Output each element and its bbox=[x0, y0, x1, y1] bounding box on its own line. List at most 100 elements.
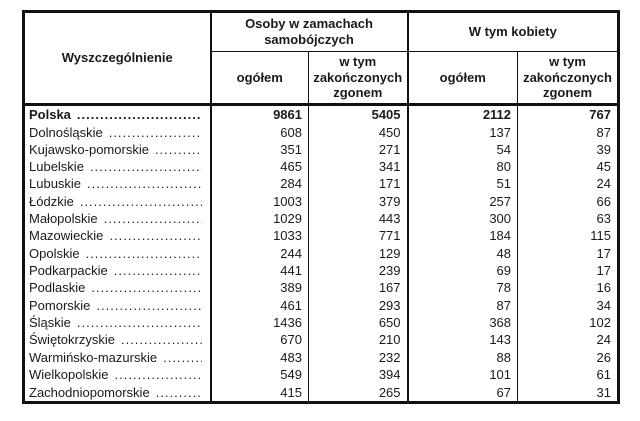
statistics-table: Wyszczególnienie Osoby w zamachach samob… bbox=[22, 10, 620, 404]
value-attempts-deaths: 293 bbox=[308, 296, 409, 314]
value-attempts-total: 1029 bbox=[210, 209, 309, 228]
region-label: Śląskie bbox=[29, 315, 71, 331]
value-attempts-total: 415 bbox=[210, 383, 309, 403]
value-attempts-deaths: 167 bbox=[308, 279, 409, 297]
value-attempts-total: 461 bbox=[210, 296, 309, 314]
region-cell: Warmińsko-mazurskie bbox=[23, 348, 212, 366]
region-cell: Podlaskie bbox=[23, 279, 212, 297]
table-row: Podkarpackie 441 239 69 17 bbox=[23, 261, 619, 280]
value-attempts-deaths: 210 bbox=[308, 331, 409, 349]
table-row: Podlaskie 389 167 78 16 bbox=[23, 279, 619, 297]
value-attempts-deaths: 171 bbox=[308, 175, 409, 193]
value-women-deaths: 31 bbox=[596, 384, 611, 400]
value-attempts-deaths: 341 bbox=[308, 158, 409, 176]
value-attempts-total: 244 bbox=[210, 244, 309, 262]
region-label: Mazowieckie bbox=[29, 228, 104, 244]
value-women-total: 137 bbox=[407, 123, 519, 141]
dot-leader bbox=[77, 315, 202, 330]
region-label: Małopolskie bbox=[29, 211, 98, 227]
value-women-deaths: 102 bbox=[589, 315, 611, 331]
value-women-deaths: 24 bbox=[596, 176, 611, 192]
column-group-suicide-attempts: Osoby w zamachach samobójczych bbox=[210, 11, 409, 52]
region-label: Warmińsko-mazurskie bbox=[29, 349, 158, 365]
table-row: Wielkopolskie 549 394 101 61 bbox=[23, 365, 619, 384]
group-header-row: Wyszczególnienie Osoby w zamachach samob… bbox=[23, 11, 619, 106]
value-women-total: 48 bbox=[407, 244, 519, 262]
value-attempts-total: 483 bbox=[210, 348, 309, 366]
value-attempts-deaths: 129 bbox=[308, 244, 409, 262]
value-attempts-total: 441 bbox=[210, 261, 309, 280]
region-label: Lubuskie bbox=[29, 176, 82, 192]
table-row: Warmińsko-mazurskie 483 232 88 26 bbox=[23, 348, 619, 366]
column-header-women-total: ogółem bbox=[407, 51, 519, 106]
value-women-deaths: 115 bbox=[590, 228, 611, 244]
table-row: Polska 9861 5405 2112 767 bbox=[23, 104, 619, 124]
value-women-total: 67 bbox=[407, 383, 519, 403]
value-attempts-deaths: 450 bbox=[308, 123, 409, 141]
value-attempts-total: 608 bbox=[210, 123, 309, 141]
value-women-deaths: 87 bbox=[596, 124, 611, 140]
dot-leader bbox=[155, 142, 202, 157]
dot-leader bbox=[90, 159, 202, 174]
value-attempts-total: 284 bbox=[210, 175, 309, 193]
value-attempts-total: 549 bbox=[210, 365, 309, 384]
region-cell: Lubelskie bbox=[23, 158, 212, 176]
region-label: Podlaskie bbox=[29, 280, 86, 296]
table-row: Pomorskie 461 293 87 34 bbox=[23, 296, 619, 314]
value-attempts-total: 351 bbox=[210, 140, 309, 158]
value-attempts-total: 1033 bbox=[210, 227, 309, 245]
value-women-total: 54 bbox=[407, 140, 519, 158]
value-women-deaths: 16 bbox=[596, 280, 611, 296]
dot-leader bbox=[114, 263, 202, 278]
value-attempts-deaths: 771 bbox=[308, 227, 409, 245]
region-label: Polska bbox=[29, 107, 71, 123]
value-women-total: 368 bbox=[407, 313, 519, 332]
table-row: Kujawsko-pomorskie 351 271 54 39 bbox=[23, 140, 619, 158]
dot-leader bbox=[109, 125, 202, 140]
dot-leader bbox=[114, 367, 201, 382]
value-women-deaths: 63 bbox=[596, 211, 611, 227]
value-women-total: 87 bbox=[407, 296, 519, 314]
region-label: Pomorskie bbox=[29, 297, 91, 313]
value-women-deaths: 17 bbox=[596, 263, 611, 279]
table-row: Dolnośląskie 608 450 137 87 bbox=[23, 123, 619, 141]
table-row: Świętokrzyskie 670 210 143 24 bbox=[23, 331, 619, 349]
value-attempts-total: 389 bbox=[210, 279, 309, 297]
region-cell: Lubuskie bbox=[23, 175, 212, 193]
value-attempts-deaths: 650 bbox=[308, 313, 409, 332]
value-women-total: 69 bbox=[407, 261, 519, 280]
value-women-total: 78 bbox=[407, 279, 519, 297]
value-women-total: 143 bbox=[407, 331, 519, 349]
value-attempts-total: 1436 bbox=[210, 313, 309, 332]
sub-header-row: ogółem w tym zakończonych zgonem ogółem … bbox=[24, 51, 619, 106]
value-women-total: 257 bbox=[407, 192, 519, 210]
region-label: Wielkopolskie bbox=[29, 367, 109, 383]
region-cell: Łódzkie bbox=[23, 192, 212, 210]
table-row: Łódzkie 1003 379 257 66 bbox=[23, 192, 619, 210]
region-label: Świętokrzyskie bbox=[29, 332, 115, 348]
value-attempts-deaths: 5405 bbox=[308, 104, 409, 124]
table-row: Zachodniopomorskie 415 265 67 31 bbox=[23, 383, 619, 403]
region-label: Dolnośląskie bbox=[29, 124, 103, 140]
region-cell: Podkarpackie bbox=[23, 261, 212, 280]
region-cell: Dolnośląskie bbox=[23, 123, 212, 141]
value-attempts-total: 465 bbox=[210, 158, 309, 176]
table-row: Opolskie 244 129 48 17 bbox=[23, 244, 619, 262]
dot-leader bbox=[87, 176, 201, 191]
region-cell: Kujawsko-pomorskie bbox=[23, 140, 212, 158]
value-women-deaths: 39 bbox=[596, 141, 611, 157]
value-women-total: 2112 bbox=[407, 104, 519, 124]
value-attempts-deaths: 271 bbox=[308, 140, 409, 158]
value-attempts-deaths: 265 bbox=[308, 383, 409, 403]
value-women-deaths: 61 bbox=[596, 367, 611, 383]
value-women-total: 101 bbox=[407, 365, 519, 384]
value-women-total: 88 bbox=[407, 348, 519, 366]
region-cell: Wielkopolskie bbox=[23, 365, 212, 384]
dot-leader bbox=[96, 298, 201, 313]
column-group-women: W tym kobiety bbox=[407, 11, 619, 52]
value-attempts-total: 1003 bbox=[210, 192, 309, 210]
value-women-deaths: 24 bbox=[596, 332, 611, 348]
column-header-attempts-total: ogółem bbox=[210, 51, 309, 106]
dot-leader bbox=[86, 246, 202, 261]
dot-leader bbox=[104, 211, 202, 226]
